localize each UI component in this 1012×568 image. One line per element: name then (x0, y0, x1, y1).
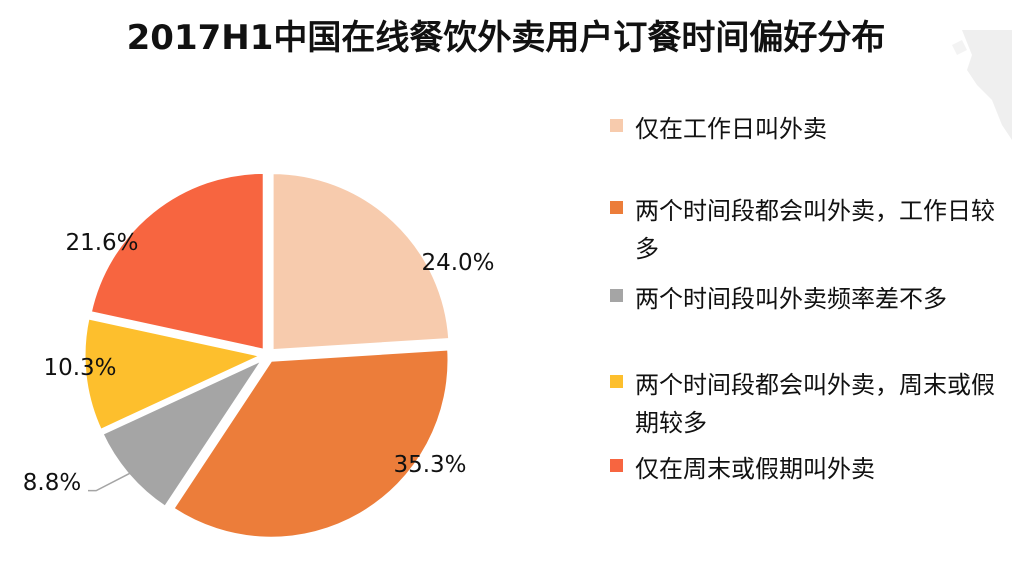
pie-slice (99, 355, 268, 510)
background-map-decoration (952, 30, 1012, 140)
chart-title: 2017H1中国在线餐饮外卖用户订餐时间偏好分布 (126, 18, 886, 58)
legend-swatch (610, 289, 623, 302)
legend-item: 仅在周末或假期叫外卖 (610, 450, 1007, 488)
legend-label: 两个时间段都会叫外卖，工作日较多 (635, 197, 995, 263)
pie-slice (270, 171, 452, 353)
data-label: 8.8% (23, 470, 81, 496)
legend-swatch (610, 459, 623, 472)
pie-slice (82, 316, 267, 433)
data-label: 24.0% (421, 250, 494, 276)
legend-swatch (610, 201, 623, 214)
leader-line (88, 471, 132, 492)
legend-label: 仅在周末或假期叫外卖 (635, 455, 875, 483)
data-label: 35.3% (393, 452, 466, 478)
legend-item: 两个时间段叫外卖频率差不多 (610, 280, 1007, 318)
legend-swatch (610, 119, 623, 132)
data-label: 21.6% (65, 230, 138, 256)
legend-label: 两个时间段叫外卖频率差不多 (635, 285, 947, 313)
pie-chart: 24.0% 35.3% 8.8% 10.3% 21.6% (23, 170, 495, 540)
legend-label: 两个时间段都会叫外卖，周末或假期较多 (635, 371, 995, 437)
legend-label: 仅在工作日叫外卖 (635, 115, 827, 143)
legend-swatch (610, 375, 623, 388)
pie-slice (88, 170, 266, 353)
legend-item: 两个时间段都会叫外卖，周末或假期较多 (610, 366, 1007, 442)
data-label: 10.3% (43, 355, 116, 381)
legend-item: 两个时间段都会叫外卖，工作日较多 (610, 192, 1007, 268)
pie-slice (170, 347, 451, 540)
legend-item: 仅在工作日叫外卖 (610, 110, 1007, 148)
